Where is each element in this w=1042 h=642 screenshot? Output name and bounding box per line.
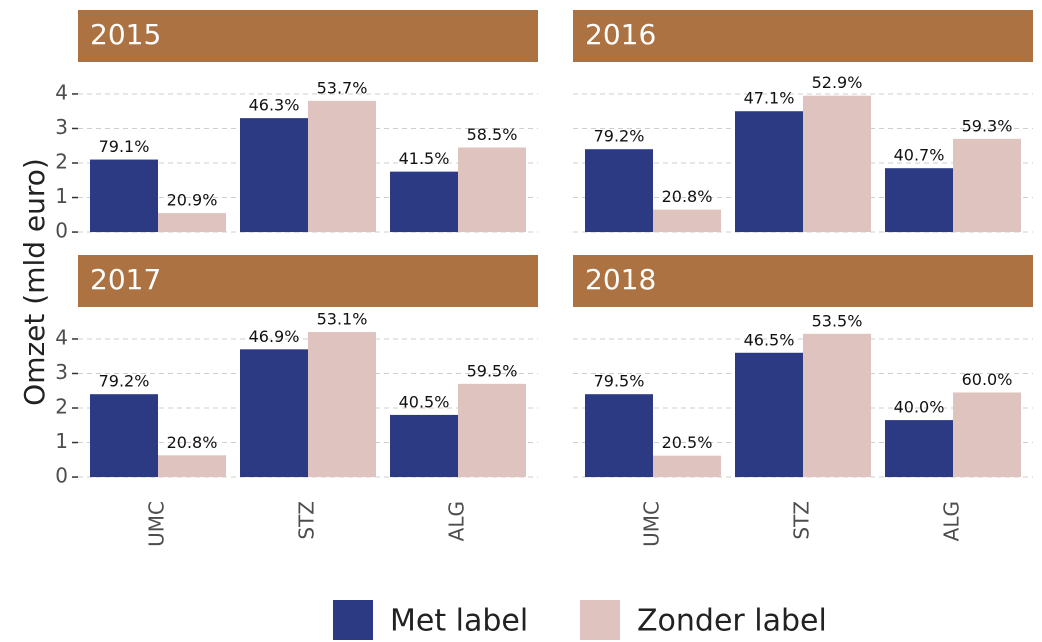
share-label: 53.1% — [317, 310, 368, 329]
share-label: 46.5% — [744, 330, 795, 349]
bar — [735, 111, 803, 233]
x-tick-label: ALG — [445, 501, 469, 541]
facet-strip — [78, 10, 538, 62]
bar — [585, 394, 653, 478]
bar — [308, 332, 376, 478]
facet-title: 2018 — [585, 263, 656, 296]
bar — [953, 392, 1021, 478]
share-label: 58.5% — [467, 125, 518, 144]
share-label: 79.1% — [99, 137, 150, 156]
y-tick-label: 4 — [55, 80, 68, 104]
bar — [158, 213, 226, 233]
share-label: 46.9% — [249, 327, 300, 346]
x-tick-label: UMC — [145, 501, 169, 547]
x-tick-label: ALG — [940, 501, 964, 541]
share-label: 52.9% — [812, 73, 863, 92]
x-tick-label: UMC — [640, 501, 664, 547]
bar — [390, 414, 458, 478]
bar — [653, 209, 721, 233]
facet-strip — [573, 10, 1033, 62]
share-label: 20.8% — [662, 187, 713, 206]
bar — [653, 455, 721, 478]
share-label: 40.0% — [894, 398, 945, 417]
bar — [885, 168, 953, 233]
share-label: 59.3% — [962, 116, 1013, 135]
facet-title: 2016 — [585, 18, 656, 51]
facet-strip — [78, 255, 538, 307]
bar — [803, 95, 871, 233]
bar — [240, 118, 308, 233]
y-tick-label: 3 — [55, 360, 68, 384]
bar — [735, 352, 803, 478]
share-label: 53.5% — [812, 311, 863, 330]
share-label: 47.1% — [744, 89, 795, 108]
y-tick-label: 0 — [55, 464, 68, 488]
share-label: 40.5% — [399, 392, 450, 411]
x-tick-label: STZ — [790, 501, 814, 540]
bar — [240, 349, 308, 478]
bar — [585, 149, 653, 233]
bar — [458, 147, 526, 233]
y-tick-label: 2 — [55, 395, 68, 419]
bar — [390, 171, 458, 233]
bar — [308, 100, 376, 233]
legend-swatch — [580, 600, 620, 640]
y-tick-label: 4 — [55, 325, 68, 349]
y-tick-label: 0 — [55, 219, 68, 243]
share-label: 40.7% — [894, 146, 945, 165]
legend-swatch — [333, 600, 373, 640]
bar — [90, 394, 158, 478]
legend-label: Zonder label — [637, 604, 827, 639]
share-label: 60.0% — [962, 370, 1013, 389]
bar — [458, 383, 526, 478]
bar — [158, 455, 226, 478]
y-tick-label: 2 — [55, 150, 68, 174]
share-label: 20.9% — [167, 191, 218, 210]
share-label: 20.8% — [167, 433, 218, 452]
x-tick-label: STZ — [295, 501, 319, 540]
share-label: 20.5% — [662, 433, 713, 452]
legend-label: Met label — [390, 604, 528, 639]
share-label: 59.5% — [467, 361, 518, 380]
bar — [953, 138, 1021, 233]
facet-title: 2015 — [90, 18, 161, 51]
y-tick-label: 1 — [55, 429, 68, 453]
y-tick-label: 1 — [55, 184, 68, 208]
share-label: 79.2% — [99, 372, 150, 391]
bar — [803, 333, 871, 478]
share-label: 79.5% — [594, 372, 645, 391]
share-label: 53.7% — [317, 78, 368, 97]
facet-strip — [573, 255, 1033, 307]
share-label: 79.2% — [594, 127, 645, 146]
bar — [885, 420, 953, 478]
y-axis-label: Omzet (mld euro) — [18, 158, 51, 406]
y-tick-label: 3 — [55, 115, 68, 139]
share-label: 46.3% — [249, 96, 300, 115]
bar — [90, 159, 158, 233]
facet-title: 2017 — [90, 263, 161, 296]
share-label: 41.5% — [399, 149, 450, 168]
